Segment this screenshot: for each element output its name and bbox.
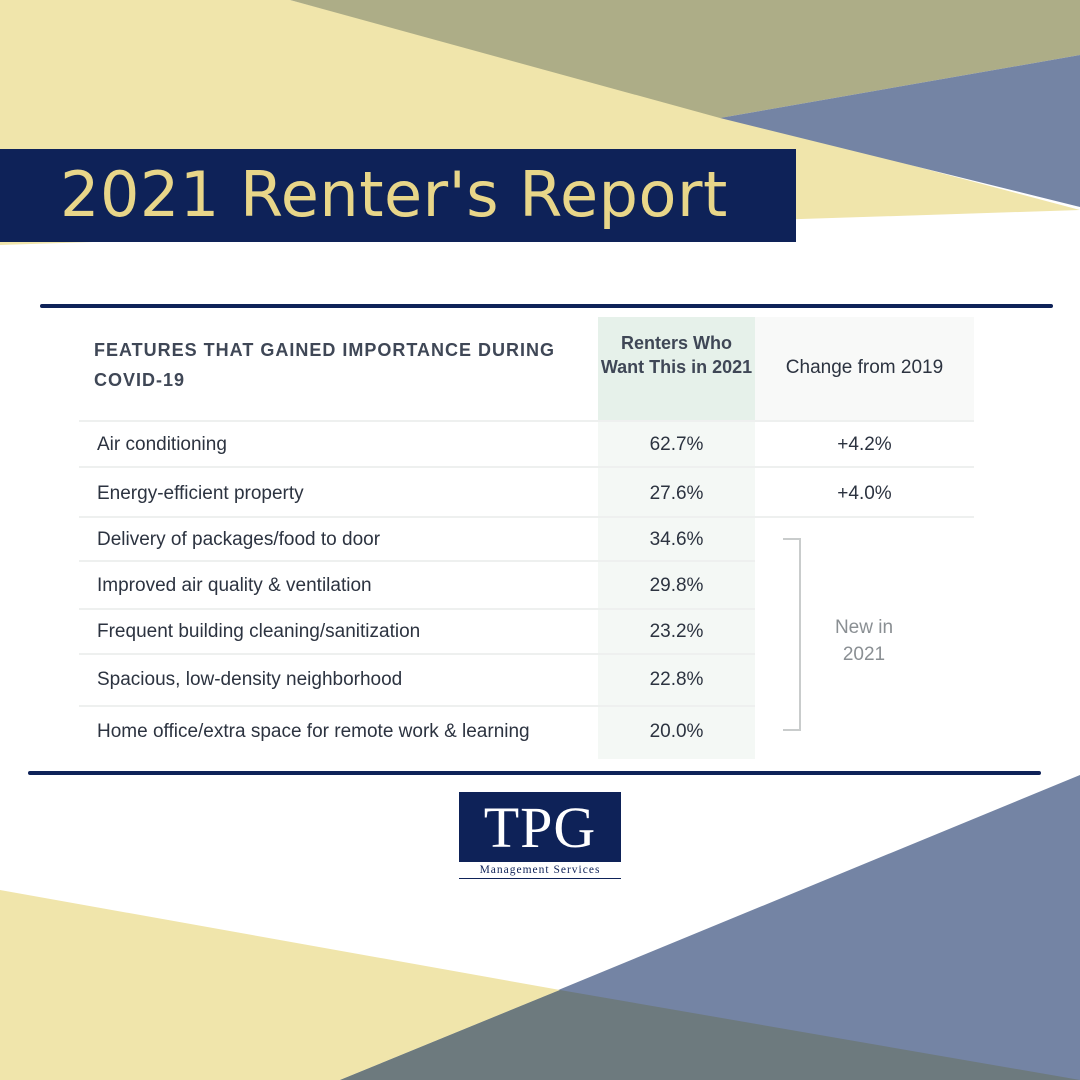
table-row-value: 23.2% bbox=[649, 621, 704, 642]
change-header: Change from 2019 bbox=[785, 357, 944, 378]
row-divider bbox=[79, 653, 755, 655]
bg-slate-bottom bbox=[340, 990, 1080, 1080]
bottom-divider bbox=[28, 771, 1041, 775]
logo-box: TPG bbox=[459, 792, 621, 862]
row-divider bbox=[79, 608, 755, 610]
table-row-value: 34.6% bbox=[649, 529, 704, 550]
row-divider bbox=[79, 420, 974, 422]
table-row-value: 29.8% bbox=[649, 575, 704, 596]
bg-yellow-bottom bbox=[0, 890, 560, 1080]
title-banner: 2021 Renter's Report bbox=[0, 149, 796, 242]
table-row-value: 22.8% bbox=[649, 669, 704, 690]
table-row-label: Delivery of packages/food to door bbox=[97, 529, 381, 550]
table-row-value: 27.6% bbox=[649, 483, 704, 504]
table-row-change: +4.0% bbox=[837, 483, 892, 504]
new-label-line1: New in bbox=[834, 617, 894, 638]
table-row-value: 20.0% bbox=[649, 721, 704, 742]
logo-underline bbox=[459, 878, 621, 879]
bg-olive-top bbox=[290, 0, 1080, 118]
logo-subtitle: Management Services bbox=[479, 864, 601, 876]
table-row-label: Air conditioning bbox=[97, 434, 227, 455]
report-title: 2021 Renter's Report bbox=[60, 158, 728, 231]
features-header: FEATURES THAT GAINED IMPORTANCE DURING C… bbox=[94, 340, 555, 390]
row-divider bbox=[79, 560, 755, 562]
tpg-logo: TPG Management Services bbox=[459, 792, 621, 879]
table-row-label: Improved air quality & ventilation bbox=[97, 575, 372, 596]
logo-text: TPG bbox=[483, 795, 597, 860]
new-in-2021-label: New in 2021 bbox=[809, 614, 919, 668]
new-label-line2: 2021 bbox=[842, 644, 886, 665]
table-row-label: Home office/extra space for remote work … bbox=[97, 721, 530, 742]
features-table: FEATURES THAT GAINED IMPORTANCE DURING C… bbox=[79, 317, 974, 759]
table-row-label: Energy-efficient property bbox=[97, 483, 304, 504]
change-header-cell bbox=[755, 317, 974, 421]
new-in-2021-bracket bbox=[783, 538, 801, 731]
value-header-cell bbox=[598, 317, 755, 421]
top-divider bbox=[40, 304, 1053, 308]
row-divider bbox=[79, 705, 755, 707]
row-divider bbox=[79, 516, 974, 518]
row-divider bbox=[79, 466, 974, 468]
table-row-change: +4.2% bbox=[837, 434, 892, 455]
renters-want-header: Renters Who Want This in 2021 bbox=[600, 333, 753, 377]
table-row-label: Spacious, low-density neighborhood bbox=[97, 669, 403, 690]
bg-blue-top bbox=[720, 55, 1080, 207]
table-row-value: 62.7% bbox=[649, 434, 704, 455]
table-row-label: Frequent building cleaning/sanitization bbox=[97, 621, 421, 642]
